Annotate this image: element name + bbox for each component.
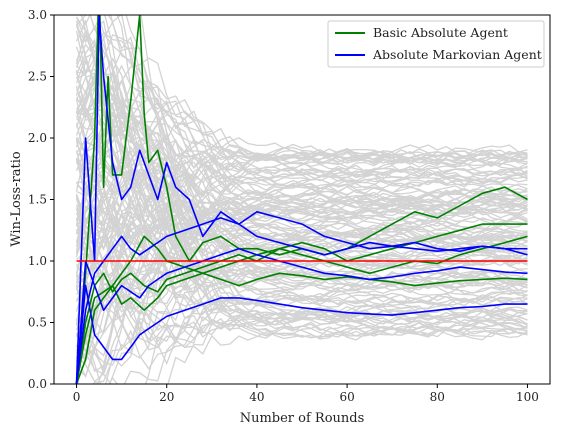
background-run-line [75, 30, 528, 289]
y-tick-label: 0.0 [28, 377, 47, 391]
series-line-absolute-markovian-agent-4 [75, 15, 528, 384]
background-run-line [76, 210, 528, 291]
x-tick-label: 80 [430, 390, 445, 404]
y-axis-ticks: 0.0 0.5 1.0 1.5 2.0 2.5 3.0 [28, 8, 54, 391]
background-run-line [75, 146, 528, 241]
series-line-basic-absolute-agent-1 [75, 223, 528, 384]
background-run-line [75, 28, 528, 313]
series-line-absolute-markovian-agent-5 [75, 284, 528, 384]
background-run-line [167, 290, 528, 384]
legend-box [327, 20, 545, 68]
y-tick-label: 1.5 [28, 193, 47, 207]
background-run-line [76, 71, 528, 190]
background-run-line [75, 193, 528, 325]
background-run-line [76, 223, 528, 341]
background-run-line [76, 15, 528, 163]
background-run-line [76, 77, 528, 183]
background-run-line [75, 262, 528, 366]
background-run-line [75, 231, 528, 373]
background-run-line [75, 25, 528, 264]
background-run-line [75, 94, 528, 307]
background-run-line [75, 23, 528, 333]
y-axis-label: Win-Loss-ratio [9, 151, 24, 247]
series-line-basic-absolute-agent-0 [75, 15, 528, 384]
x-tick-label: 60 [339, 390, 354, 404]
x-tick-label: 20 [159, 390, 174, 404]
y-tick-label: 2.5 [28, 70, 47, 84]
background-run-line [75, 148, 528, 366]
background-run-line [75, 35, 528, 240]
background-run-line [76, 57, 528, 203]
background-run-line [75, 72, 528, 287]
background-run-line [76, 64, 528, 208]
series-line-basic-absolute-agent-3 [75, 235, 528, 384]
background-run-line [76, 232, 528, 383]
x-tick-label: 40 [249, 390, 264, 404]
x-axis-ticks: 0 20 40 60 80 100 [73, 384, 539, 404]
legend-label-absolute-markovian-agent: Absolute Markovian Agent [372, 47, 542, 62]
x-axis-label: Number of Rounds [240, 411, 365, 426]
background-run-line [75, 108, 528, 330]
series-line-absolute-markovian-agent-6 [75, 247, 528, 384]
legend-label-basic-absolute-agent: Basic Absolute Agent [373, 25, 508, 40]
background-run-line [75, 46, 528, 204]
background-run-line [75, 61, 528, 182]
y-tick-label: 2.0 [28, 131, 47, 145]
background-run-line [75, 211, 528, 287]
legend: Basic Absolute Agent Absolute Markovian … [327, 20, 545, 68]
background-run-line [76, 181, 528, 291]
background-run-line [75, 150, 528, 321]
background-run-line [75, 198, 528, 305]
x-tick-label: 0 [73, 390, 81, 404]
x-tick-label: 100 [516, 390, 539, 404]
y-tick-label: 3.0 [28, 8, 47, 22]
series-line-absolute-markovian-agent-7 [75, 211, 528, 384]
background-run-line [75, 70, 528, 174]
y-tick-label: 0.5 [28, 316, 47, 330]
background-run-line [75, 16, 528, 164]
background-runs [75, 15, 528, 384]
background-run-line [75, 185, 528, 338]
background-run-line [76, 250, 528, 360]
background-run-line [75, 162, 528, 277]
background-run-line [75, 157, 528, 249]
y-tick-label: 1.0 [28, 254, 47, 268]
background-run-line [75, 159, 528, 252]
background-run-line [76, 152, 528, 224]
